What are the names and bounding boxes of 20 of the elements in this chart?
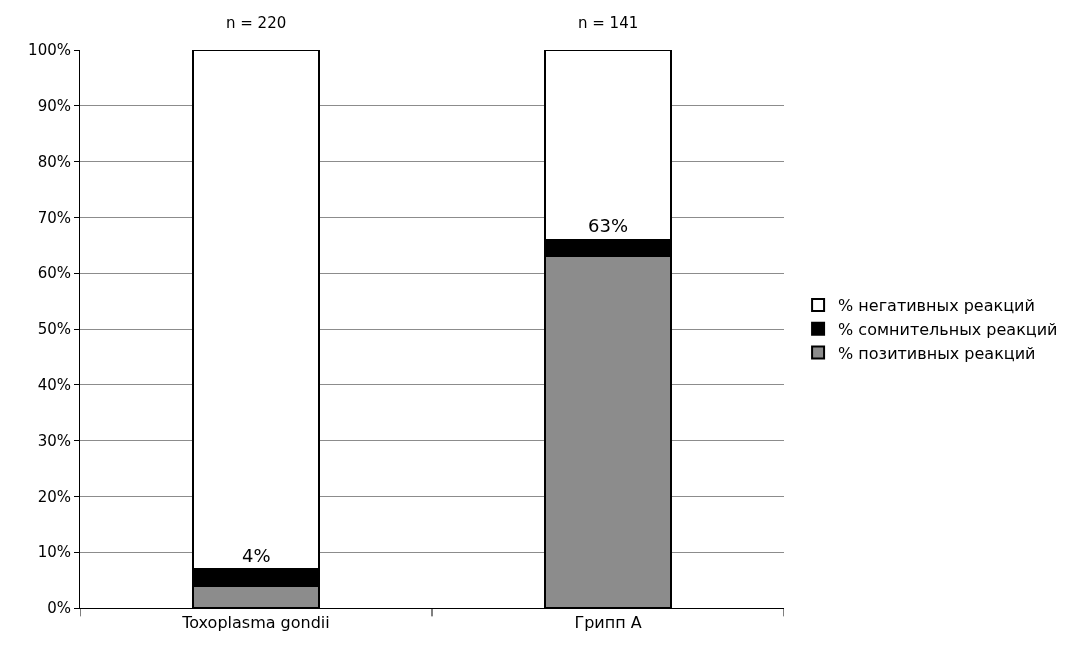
annotation: n = 220 bbox=[226, 14, 287, 32]
legend-label: % негативных реакций bbox=[838, 296, 1035, 316]
y-tick-label: 0% bbox=[47, 599, 71, 618]
y-tick-label: 10% bbox=[37, 543, 71, 562]
y-tick-label: 30% bbox=[37, 431, 71, 450]
y-tick-label: 80% bbox=[37, 152, 71, 171]
y-tick-label: 90% bbox=[37, 97, 71, 116]
data-label: 4% bbox=[242, 545, 271, 566]
legend-label: % позитивных реакций bbox=[838, 343, 1036, 363]
legend-label: % сомнительных реакций bbox=[838, 319, 1058, 339]
x-tick-label: Toxoplasma gondii bbox=[181, 613, 330, 633]
y-tick-label: 60% bbox=[37, 264, 71, 283]
y-tick-label: 50% bbox=[37, 320, 71, 339]
x-tick-label: Грипп А bbox=[574, 613, 642, 633]
data-label: 63% bbox=[588, 215, 629, 236]
y-tick-label: 40% bbox=[37, 376, 71, 395]
y-tick-label: 70% bbox=[37, 208, 71, 227]
y-tick-label: 20% bbox=[37, 487, 71, 506]
annotation: n = 141 bbox=[578, 14, 639, 32]
y-tick-label: 100% bbox=[28, 41, 71, 60]
